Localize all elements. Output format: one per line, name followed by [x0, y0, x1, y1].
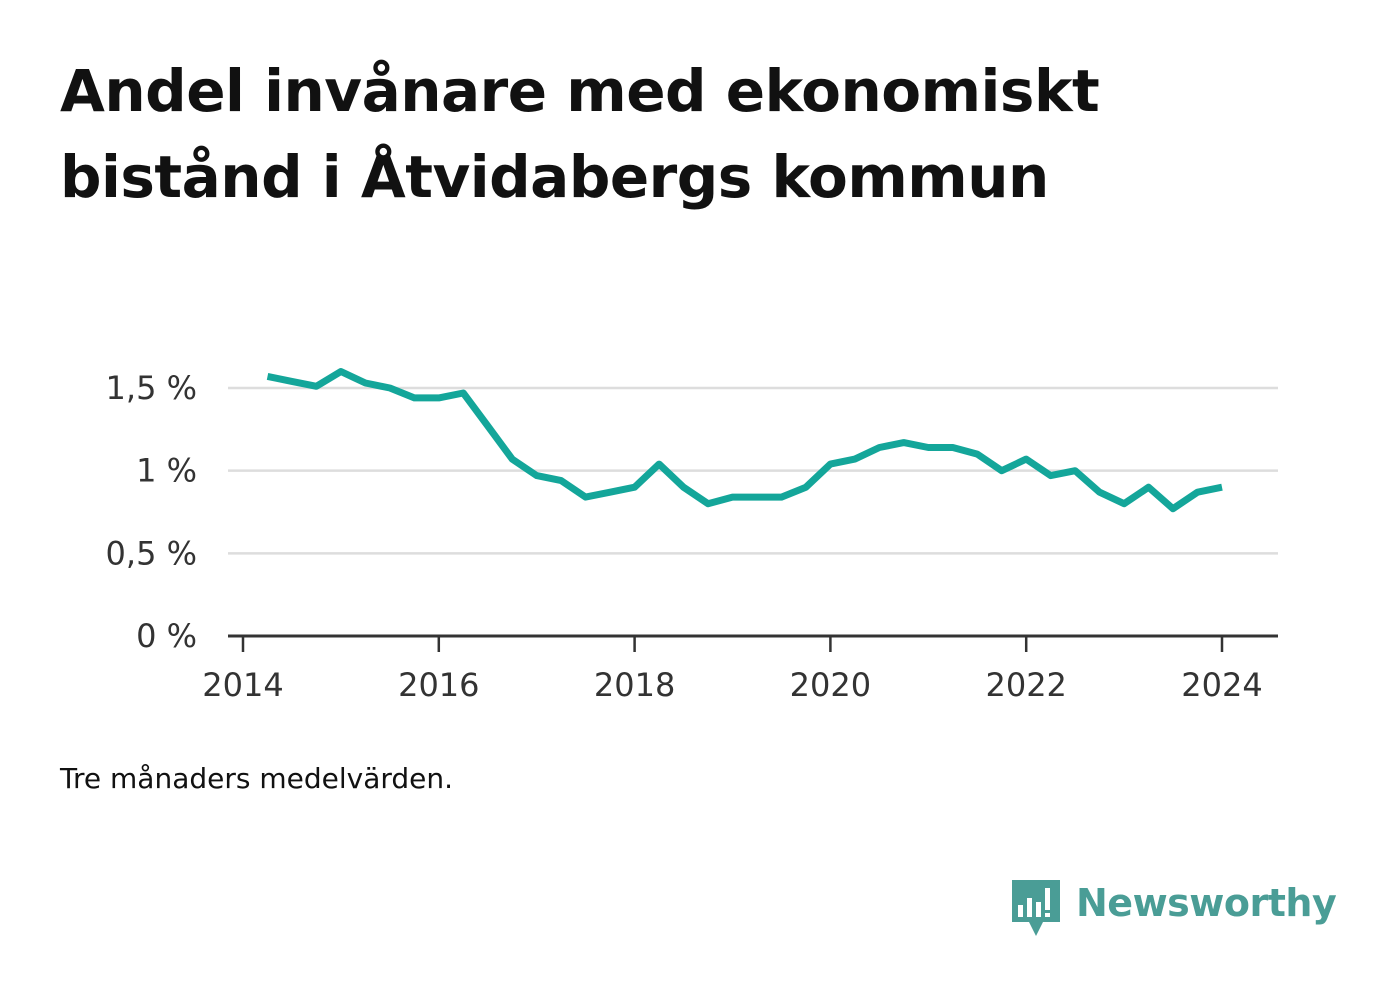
y-tick-label: 0,5 %	[106, 534, 197, 572]
x-tick-label: 2018	[594, 666, 675, 704]
series-layer	[266, 368, 1223, 513]
y-tick-label: 1,5 %	[106, 369, 197, 407]
chart-note: Tre månaders medelvärden.	[60, 762, 454, 795]
brand-name: Newsworthy	[1076, 881, 1337, 925]
x-tick-label: 2020	[790, 666, 871, 704]
brand-logo[interactable]: Newsworthy	[1010, 878, 1337, 942]
y-tick-label: 1 %	[136, 452, 197, 490]
x-tick-label: 2014	[202, 666, 283, 704]
chart-title-line-1: Andel invånare med ekonomiskt	[60, 57, 1100, 125]
series-line	[266, 368, 1223, 513]
x-tick-label: 2024	[1181, 666, 1262, 704]
chart-title-line-2: bistånd i Åtvidabergs kommun	[60, 143, 1049, 211]
x-axis-labels: 2014 2016 2018 2020 2022 2024	[202, 666, 1262, 704]
x-axis-ticks	[241, 636, 1224, 652]
gridlines	[228, 386, 1278, 555]
newsworthy-bar-chart-icon	[1012, 880, 1060, 936]
x-tick-label: 2022	[985, 666, 1066, 704]
x-tick-label: 2016	[398, 666, 479, 704]
y-axis-labels: 0 % 0,5 % 1 % 1,5 %	[106, 369, 197, 655]
y-tick-label: 0 %	[136, 617, 197, 655]
chart-title: Andel invånare med ekonomiskt bistånd i …	[60, 48, 1260, 220]
